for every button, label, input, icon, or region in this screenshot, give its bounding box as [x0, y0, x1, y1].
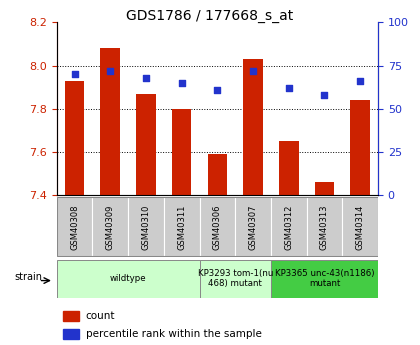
FancyBboxPatch shape	[164, 197, 200, 256]
FancyBboxPatch shape	[128, 197, 164, 256]
Bar	[315, 182, 334, 195]
Bar	[65, 81, 84, 195]
Text: GSM40309: GSM40309	[106, 204, 115, 249]
FancyBboxPatch shape	[342, 197, 378, 256]
Text: GSM40313: GSM40313	[320, 204, 329, 249]
Text: strain: strain	[14, 272, 42, 282]
Text: count: count	[86, 311, 115, 321]
Point	[321, 92, 328, 98]
FancyBboxPatch shape	[235, 197, 271, 256]
Point	[178, 80, 185, 86]
Point	[143, 75, 150, 80]
FancyBboxPatch shape	[57, 259, 200, 298]
FancyBboxPatch shape	[92, 197, 128, 256]
Bar	[350, 100, 370, 195]
Bar	[207, 154, 227, 195]
Text: KP3365 unc-43(n1186)
mutant: KP3365 unc-43(n1186) mutant	[275, 269, 374, 288]
FancyBboxPatch shape	[200, 197, 235, 256]
Text: GSM40310: GSM40310	[142, 204, 150, 249]
Text: GSM40308: GSM40308	[70, 204, 79, 249]
Text: GSM40311: GSM40311	[177, 204, 186, 249]
Text: GSM40306: GSM40306	[213, 204, 222, 249]
Text: GSM40314: GSM40314	[356, 204, 365, 249]
FancyBboxPatch shape	[307, 197, 342, 256]
Text: GSM40312: GSM40312	[284, 204, 293, 249]
Text: KP3293 tom-1(nu
468) mutant: KP3293 tom-1(nu 468) mutant	[197, 269, 273, 288]
Point	[107, 68, 114, 73]
Bar	[63, 311, 79, 321]
Bar	[243, 59, 263, 195]
FancyBboxPatch shape	[200, 259, 271, 298]
Bar	[136, 93, 156, 195]
Bar	[100, 48, 120, 195]
Text: GDS1786 / 177668_s_at: GDS1786 / 177668_s_at	[126, 9, 294, 23]
FancyBboxPatch shape	[271, 197, 307, 256]
Point	[214, 87, 221, 92]
Bar	[279, 141, 299, 195]
Point	[71, 71, 78, 77]
FancyBboxPatch shape	[271, 259, 378, 298]
FancyBboxPatch shape	[57, 197, 92, 256]
Point	[250, 68, 257, 73]
Bar	[172, 109, 192, 195]
Point	[357, 78, 364, 84]
Bar	[63, 329, 79, 338]
Point	[286, 85, 292, 91]
Text: wildtype: wildtype	[110, 274, 147, 283]
Text: percentile rank within the sample: percentile rank within the sample	[86, 328, 262, 338]
Text: GSM40307: GSM40307	[249, 204, 257, 249]
